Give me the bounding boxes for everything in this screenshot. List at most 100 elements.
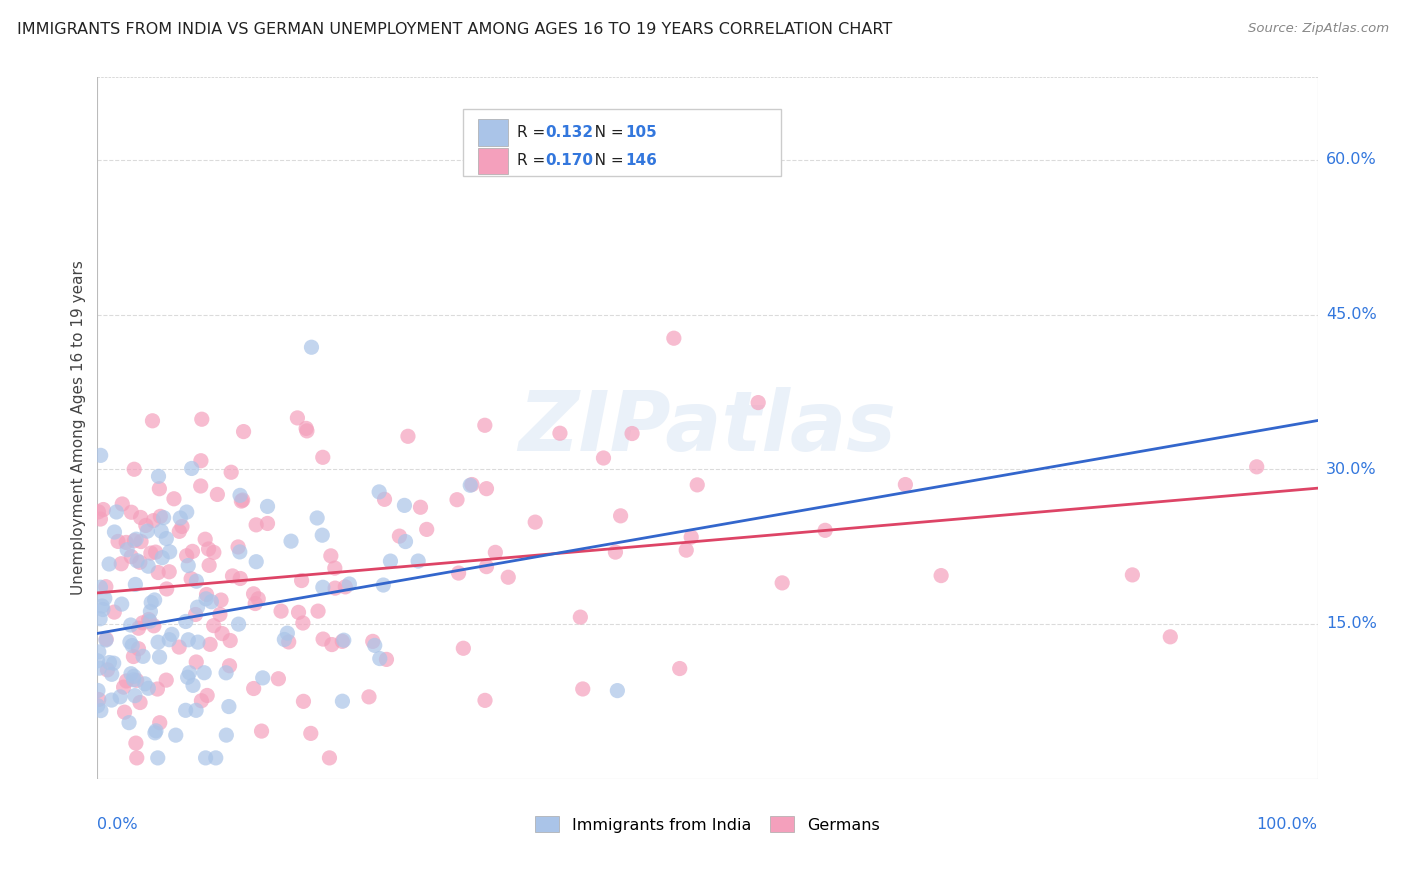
- Point: [242, 587, 264, 601]
- Text: 100.0%: 100.0%: [1257, 817, 1317, 832]
- Point: [333, 633, 356, 648]
- Point: [120, 549, 142, 564]
- Point: [160, 627, 183, 641]
- Point: [190, 479, 212, 493]
- Point: [292, 694, 315, 708]
- Point: [675, 543, 697, 558]
- Point: [91, 502, 114, 516]
- Point: [96, 663, 118, 677]
- Point: [474, 693, 496, 707]
- Point: [100, 667, 122, 681]
- Point: [111, 497, 134, 511]
- Point: [125, 532, 148, 546]
- Point: [128, 621, 150, 635]
- Point: [218, 658, 240, 673]
- Point: [276, 626, 298, 640]
- Point: [174, 703, 197, 717]
- Point: [814, 524, 837, 538]
- Point: [221, 569, 243, 583]
- Point: [1246, 459, 1268, 474]
- Point: [91, 599, 114, 613]
- Point: [219, 465, 242, 479]
- Point: [197, 541, 219, 556]
- Point: [202, 618, 225, 632]
- Point: [291, 615, 314, 630]
- Point: [129, 696, 152, 710]
- Text: 30.0%: 30.0%: [1326, 462, 1376, 476]
- Point: [231, 494, 253, 508]
- Text: 15.0%: 15.0%: [1326, 616, 1376, 632]
- Point: [361, 634, 384, 648]
- Point: [446, 492, 468, 507]
- Point: [195, 587, 218, 601]
- Point: [287, 605, 309, 619]
- Point: [571, 681, 593, 696]
- Point: [143, 593, 166, 607]
- Point: [218, 699, 240, 714]
- Point: [312, 450, 335, 465]
- Point: [184, 607, 207, 622]
- Point: [668, 661, 690, 675]
- Point: [143, 726, 166, 740]
- Point: [484, 545, 506, 559]
- Point: [605, 545, 627, 559]
- Point: [229, 545, 252, 559]
- Point: [357, 690, 380, 704]
- Point: [894, 477, 917, 491]
- Point: [252, 671, 274, 685]
- Point: [474, 418, 496, 433]
- Point: [198, 558, 221, 573]
- Point: [170, 519, 193, 533]
- Point: [87, 505, 110, 519]
- Point: [145, 723, 167, 738]
- Point: [195, 689, 218, 703]
- Point: [190, 454, 212, 468]
- Point: [929, 568, 952, 582]
- Point: [141, 596, 163, 610]
- Point: [176, 670, 198, 684]
- Point: [120, 618, 142, 632]
- Point: [245, 597, 267, 611]
- Point: [176, 505, 198, 519]
- Point: [148, 469, 170, 483]
- Point: [204, 751, 226, 765]
- Text: 0.0%: 0.0%: [97, 817, 138, 832]
- Point: [87, 645, 110, 659]
- Point: [191, 412, 214, 426]
- Text: R =: R =: [517, 153, 550, 169]
- Point: [406, 554, 429, 568]
- Text: Source: ZipAtlas.com: Source: ZipAtlas.com: [1249, 22, 1389, 36]
- Point: [180, 461, 202, 475]
- Point: [332, 694, 354, 708]
- Point: [475, 482, 498, 496]
- Point: [177, 558, 200, 573]
- Point: [228, 617, 250, 632]
- Point: [187, 600, 209, 615]
- Point: [307, 511, 329, 525]
- Point: [307, 604, 329, 618]
- Text: 0.132: 0.132: [546, 125, 593, 140]
- Point: [496, 570, 519, 584]
- Point: [592, 450, 614, 465]
- Point: [681, 530, 703, 544]
- Point: [91, 602, 114, 616]
- Point: [180, 572, 202, 586]
- Point: [193, 665, 215, 680]
- Point: [124, 689, 146, 703]
- Point: [87, 692, 110, 706]
- Point: [187, 635, 209, 649]
- Text: N =: N =: [581, 125, 628, 140]
- Point: [184, 703, 207, 717]
- Point: [364, 639, 387, 653]
- Point: [569, 610, 592, 624]
- Point: [155, 673, 177, 687]
- Point: [415, 522, 437, 536]
- Point: [122, 462, 145, 476]
- Point: [229, 572, 252, 586]
- Point: [136, 559, 159, 574]
- Point: [157, 632, 180, 647]
- Point: [150, 550, 173, 565]
- Point: [447, 566, 470, 580]
- Point: [125, 673, 148, 688]
- Point: [129, 510, 152, 524]
